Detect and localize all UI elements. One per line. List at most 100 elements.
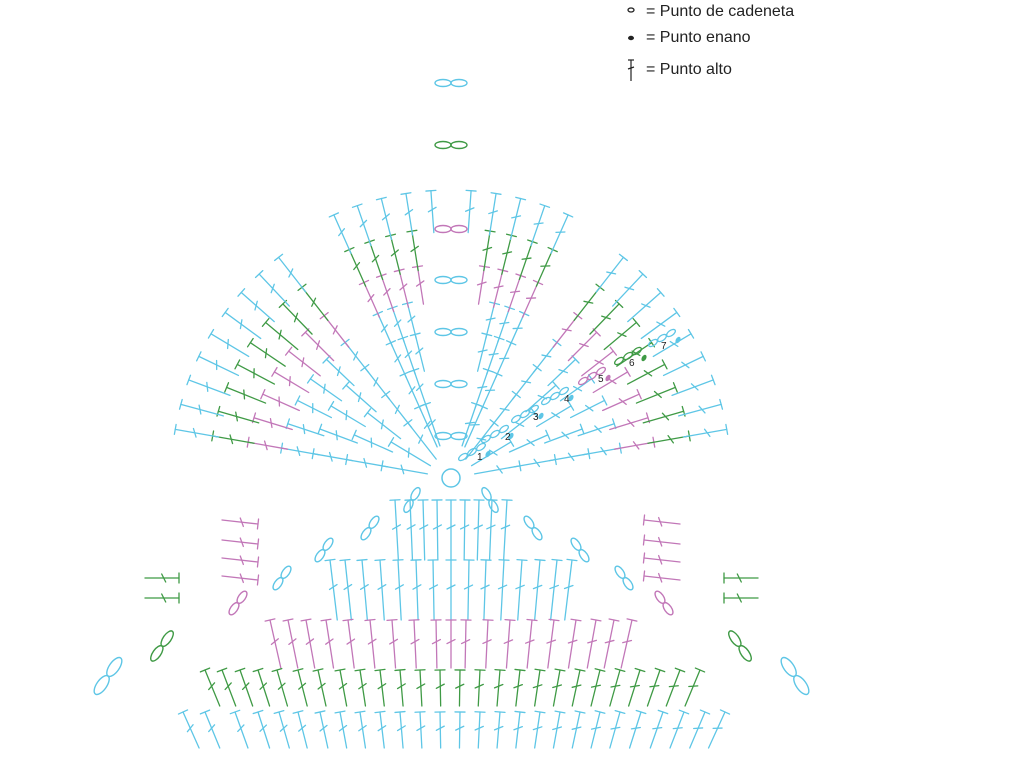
dc-cross (235, 411, 239, 422)
dc-cross (335, 430, 338, 441)
dc-cross (406, 524, 416, 530)
dc-stitch (480, 559, 492, 621)
dc-cross (239, 517, 244, 528)
dc-top (526, 618, 538, 622)
dc-stem (536, 405, 572, 428)
dc-stitch (515, 558, 528, 621)
dc-stem (402, 337, 416, 375)
dc-top (334, 668, 346, 672)
dc-stitch (513, 668, 526, 707)
dc-top (328, 212, 340, 218)
dc-cross (419, 524, 429, 530)
dc-stitch (482, 229, 496, 272)
dc-stitch (492, 268, 509, 308)
dc-cross (698, 405, 706, 414)
dc-stitch (401, 301, 417, 339)
dc-cross (587, 639, 598, 644)
dc-cross (541, 354, 552, 358)
dc-top (292, 668, 304, 672)
dc-stem (643, 539, 681, 545)
dc-top (234, 667, 246, 673)
dc-top (300, 618, 312, 622)
dc-stitch (627, 288, 665, 323)
dc-stitch (546, 618, 560, 669)
dc-stitch (474, 711, 486, 749)
dc-cross (488, 210, 499, 215)
magic-ring (441, 468, 461, 488)
dc-stitch (567, 618, 582, 669)
dc-stem (595, 256, 625, 293)
dc-stem (435, 619, 438, 669)
dc-stem (477, 669, 481, 707)
dc-stem (571, 711, 581, 749)
dc-top (530, 408, 539, 418)
dc-stitch (260, 388, 301, 412)
chain-loop (322, 537, 334, 552)
chain-loop (450, 224, 468, 234)
dc-stitch (609, 709, 626, 749)
dc-cross (532, 584, 543, 590)
dc-cross (482, 639, 492, 645)
dc-stem (297, 669, 308, 707)
dc-stem (379, 669, 385, 707)
dc-stitch (234, 359, 276, 385)
dc-stem (635, 386, 677, 404)
dc-stitch (485, 301, 501, 339)
slip-stitch (508, 432, 514, 440)
dc-cross (552, 726, 563, 731)
dc-stitch (573, 283, 605, 322)
dc-cross (521, 380, 532, 384)
dc-cross (346, 638, 356, 645)
dc-cross (567, 639, 578, 644)
dc-stem (518, 240, 534, 281)
dc-stitch (454, 711, 466, 749)
dc-stem (385, 393, 413, 429)
dc-top (465, 189, 477, 192)
dc-top (594, 710, 606, 714)
dc-stitch (464, 189, 477, 234)
dc-stitch (518, 239, 538, 281)
dc-top (324, 558, 336, 562)
dc-stem (678, 403, 722, 417)
dc-stitch (642, 552, 681, 565)
dc-stem (483, 559, 487, 621)
legend-item-chain: = Punto de cadeneta (620, 0, 794, 24)
dc-stem (287, 423, 325, 437)
dc-stitch (671, 374, 716, 397)
dc-cross (237, 724, 245, 733)
dc-cross (533, 222, 544, 225)
dc-cross (653, 390, 662, 399)
chain-loop (450, 78, 468, 88)
dc-cross (371, 254, 380, 263)
chain-loop (654, 590, 666, 605)
chain-stitch (434, 78, 468, 88)
slip-stitch (568, 394, 574, 402)
dc-stem (547, 358, 577, 387)
chain-stitch (434, 327, 468, 337)
dc-top (699, 709, 711, 715)
dc-cross (511, 215, 522, 219)
dc-cross (328, 583, 338, 591)
dc-stitch (408, 619, 420, 669)
dc-stitch (312, 668, 327, 707)
dc-stitch (626, 359, 668, 385)
dc-top (342, 380, 351, 390)
dc-stem (467, 190, 472, 234)
dc-cross (435, 725, 445, 731)
chain-stitch (570, 537, 590, 563)
chain-stitch (510, 414, 522, 424)
dc-stem (470, 441, 512, 467)
dc-cross (488, 449, 498, 456)
dc-cross (459, 524, 470, 530)
dc-stitch (430, 619, 442, 669)
dc-stem (567, 619, 577, 669)
dc-cross (610, 684, 621, 688)
dc-top (710, 374, 716, 386)
dc-stitch (364, 618, 377, 669)
slip-stitch (675, 336, 681, 344)
dc-stem (646, 669, 661, 707)
dc-cross (561, 328, 572, 332)
dc-stem (390, 441, 432, 467)
dc-top (207, 328, 215, 339)
dc-stem (257, 711, 271, 749)
